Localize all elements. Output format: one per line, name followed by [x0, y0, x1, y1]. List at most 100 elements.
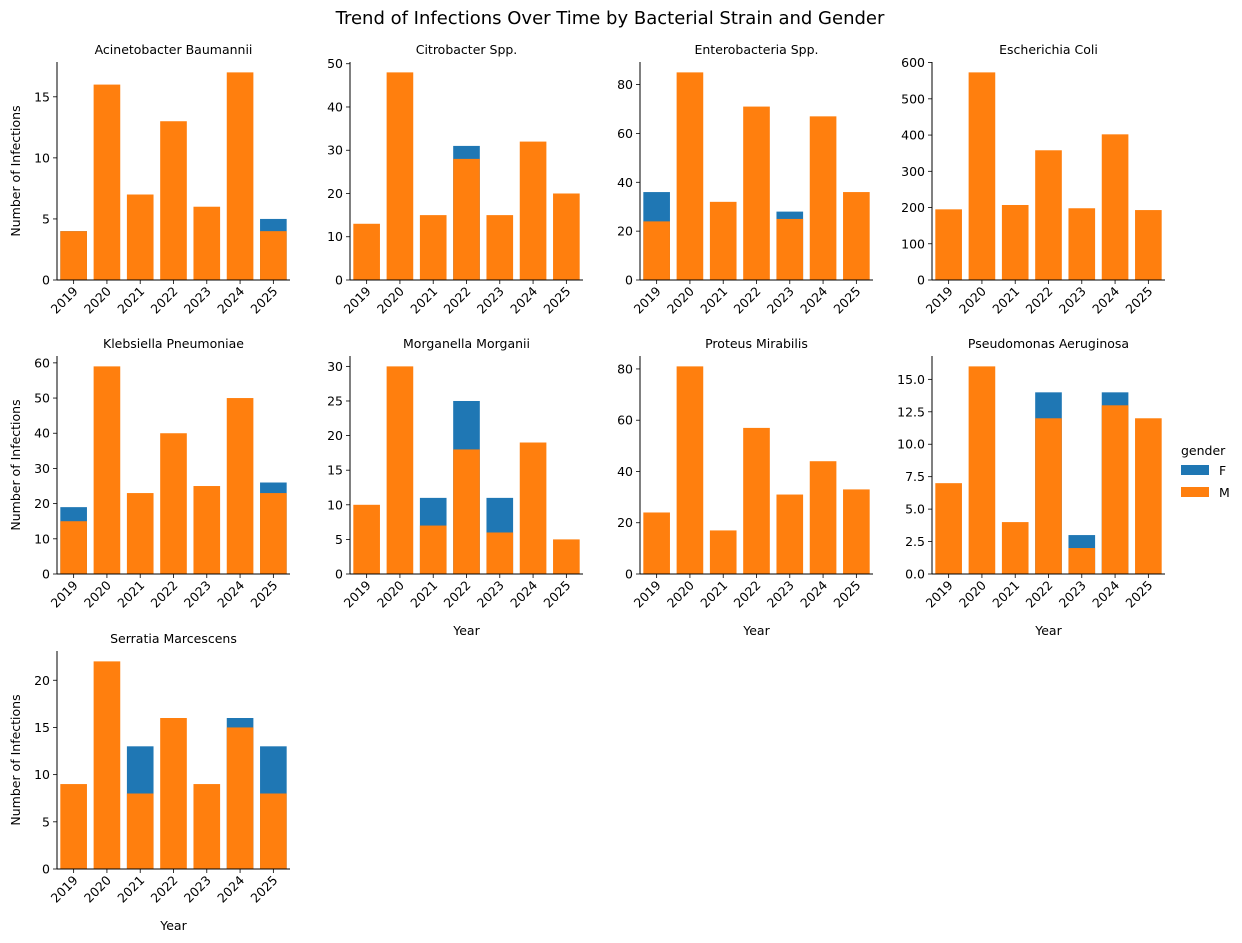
x-tick-label: 2022: [441, 578, 474, 611]
y-tick-label: 20: [34, 496, 50, 511]
x-tick-label: 2022: [731, 284, 764, 317]
y-tick-label: 600: [901, 55, 925, 70]
bar-m: [809, 461, 837, 574]
x-tick-label: 2022: [148, 873, 181, 906]
x-tick-label: 2025: [247, 578, 280, 611]
y-tick-label: 2.5: [905, 534, 925, 549]
y-tick-label: 400: [901, 128, 925, 143]
x-tick-label: 2025: [247, 873, 280, 906]
bar-m: [1135, 418, 1162, 574]
y-tick-label: 0: [42, 862, 50, 877]
x-tick-label: 2023: [1056, 284, 1089, 317]
x-tick-label: 2020: [81, 283, 114, 316]
x-tick-label: 2020: [374, 577, 407, 610]
panel-title: Morganella Morganii: [403, 336, 530, 351]
bar-m: [553, 193, 580, 280]
y-tick-label: 15: [34, 720, 50, 735]
bar-m: [1001, 204, 1029, 280]
x-tick-label: 2020: [664, 577, 697, 610]
x-tick-label: 2023: [764, 284, 797, 317]
bar-m: [643, 221, 670, 280]
x-tick-label: 2022: [148, 578, 181, 611]
x-tick-label: 2023: [181, 873, 214, 906]
y-tick-label: 5: [335, 532, 343, 547]
y-tick-label: 40: [34, 426, 50, 441]
y-tick-label: 10: [34, 767, 50, 782]
x-tick-label: 2022: [441, 284, 474, 317]
x-tick-label: 2021: [697, 284, 730, 317]
x-tick-label: 2019: [48, 577, 81, 610]
bar-m: [486, 215, 514, 280]
bar-m: [709, 530, 737, 574]
bar-m: [260, 493, 287, 574]
y-tick-label: 7.5: [905, 469, 925, 484]
x-tick-label: 2021: [989, 284, 1022, 317]
bar-m: [1035, 150, 1062, 280]
panel: Escherichia Coli 2019 2020 2021 2022 2023 2024…: [901, 42, 1165, 317]
y-tick-label: 0: [625, 273, 633, 288]
bar-m: [968, 366, 996, 574]
y-tick-label: 10: [327, 497, 343, 512]
y-axis-label: Number of Infections: [8, 105, 23, 236]
y-tick-label: 10: [34, 531, 50, 546]
bar-m: [486, 532, 514, 574]
bar-m: [553, 539, 580, 574]
y-tick-label: 5: [42, 814, 50, 829]
bar-m: [419, 215, 447, 280]
y-tick-label: 0: [917, 273, 925, 288]
bar-m: [1068, 208, 1096, 280]
bar-m: [160, 433, 187, 574]
y-tick-label: 15: [327, 463, 343, 478]
y-tick-label: 0: [625, 567, 633, 582]
x-tick-label: 2020: [956, 577, 989, 610]
x-tick-label: 2025: [830, 284, 863, 317]
x-axis-label: Year: [159, 918, 187, 933]
x-axis-label: Year: [1034, 623, 1062, 638]
y-tick-label: 20: [617, 515, 633, 530]
bar-m: [353, 504, 380, 574]
x-tick-label: 2020: [664, 283, 697, 316]
bar-m: [60, 521, 87, 574]
panel-title: Serratia Marcescens: [110, 631, 237, 646]
bar-m: [809, 116, 837, 280]
bar-m: [193, 784, 221, 869]
bar-m: [676, 366, 704, 574]
panel-title: Acinetobacter Baumannii: [95, 42, 253, 57]
x-tick-label: 2024: [507, 283, 540, 316]
x-tick-label: 2024: [214, 283, 247, 316]
bar-m: [93, 661, 121, 869]
y-tick-label: 40: [617, 175, 633, 190]
bar-m: [226, 727, 254, 869]
y-tick-label: 80: [617, 77, 633, 92]
y-tick-label: 15.0: [897, 372, 925, 387]
bar-m: [1001, 522, 1029, 574]
y-tick-label: 30: [327, 143, 343, 158]
legend-label-f: F: [1219, 463, 1226, 478]
bar-m: [843, 192, 870, 280]
x-tick-label: 2019: [631, 283, 664, 316]
x-tick-label: 2024: [797, 283, 830, 316]
y-tick-label: 40: [617, 464, 633, 479]
bar-m: [193, 206, 221, 280]
y-tick-label: 40: [327, 99, 343, 114]
bar-m: [519, 141, 547, 280]
x-tick-label: 2024: [214, 872, 247, 905]
bar-m: [676, 72, 704, 280]
y-tick-label: 0.0: [905, 567, 925, 582]
x-tick-label: 2021: [407, 578, 440, 611]
bar-m: [260, 231, 287, 280]
x-tick-label: 2023: [1056, 578, 1089, 611]
y-tick-label: 0: [42, 567, 50, 582]
x-tick-label: 2021: [114, 873, 147, 906]
x-tick-label: 2019: [923, 577, 956, 610]
x-tick-label: 2025: [830, 578, 863, 611]
x-tick-label: 2025: [540, 284, 573, 317]
bar-m: [126, 493, 154, 574]
y-tick-label: 10.0: [897, 437, 925, 452]
x-tick-label: 2022: [731, 578, 764, 611]
bar-m: [743, 106, 770, 281]
